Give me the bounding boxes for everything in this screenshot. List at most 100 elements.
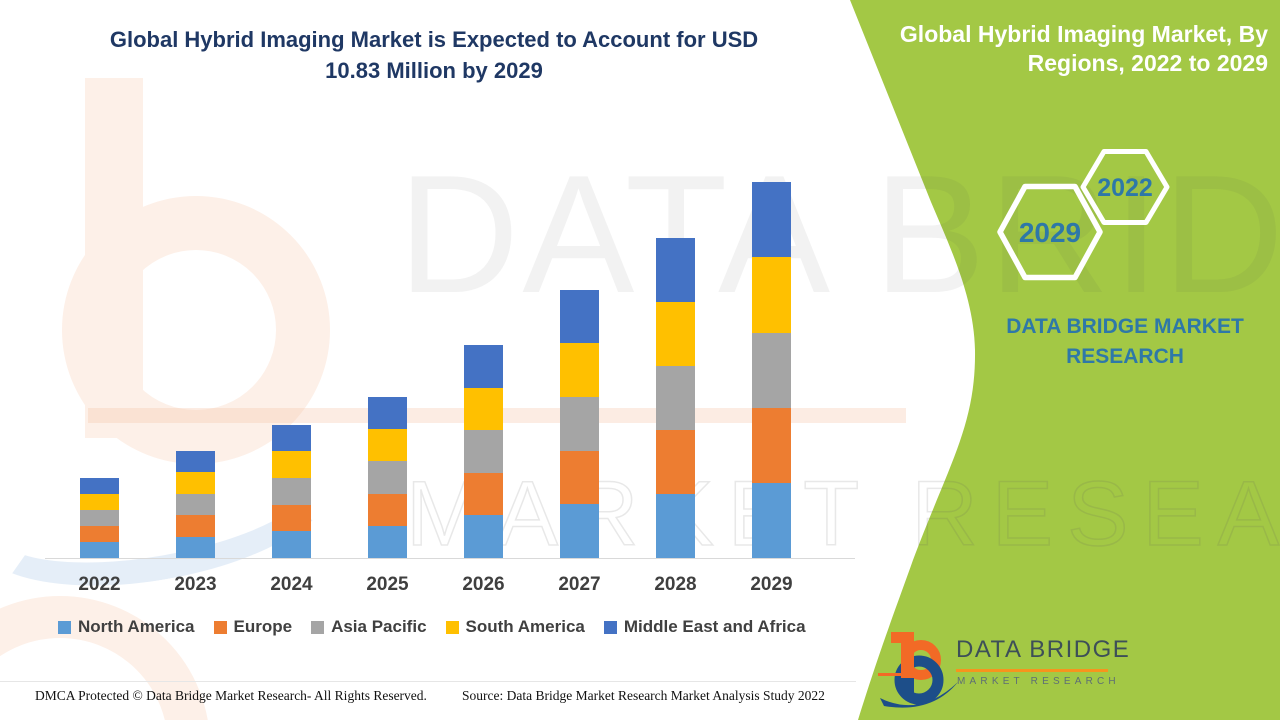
bar-segment xyxy=(80,510,119,527)
side-panel-heading-line2: Regions, 2022 to 2029 xyxy=(1027,50,1268,76)
x-axis-label: 2022 xyxy=(78,574,121,595)
x-axis-label: 2024 xyxy=(270,574,313,595)
watermark-outline-text: MARKET RESEARCH xyxy=(405,463,1280,565)
bar-segment xyxy=(80,526,119,543)
footer-copyright: DMCA Protected © Data Bridge Market Rese… xyxy=(35,688,427,703)
bar-segment xyxy=(80,478,119,495)
bar-segment xyxy=(752,332,791,408)
dbmr-logo-sub: MARKET RESEARCH xyxy=(957,676,1120,687)
bar-2027 xyxy=(560,289,599,558)
bar-segment xyxy=(176,536,215,558)
bar-segment xyxy=(368,461,407,494)
legend-swatch-icon xyxy=(58,620,71,634)
bar-2028 xyxy=(656,237,695,558)
bar-segment xyxy=(560,396,599,451)
page-title-line2: 10.83 Million by 2029 xyxy=(325,58,543,83)
bar-2025 xyxy=(368,396,407,558)
footer-source: Source: Data Bridge Market Research Mark… xyxy=(462,688,825,703)
dbmr-logo: DATA BRIDGE MARKET RESEARCH xyxy=(878,624,1131,716)
legend-label: South America xyxy=(465,617,585,636)
year-hexagon-badges: 2029 2022 xyxy=(997,149,1170,281)
footer-divider xyxy=(0,681,856,682)
bar-segment xyxy=(752,407,791,483)
legend-item: North America xyxy=(58,617,195,637)
bar-segment xyxy=(752,182,791,258)
side-panel-heading: Global Hybrid Imaging Market, By Regions… xyxy=(868,20,1268,78)
x-axis-label: 2028 xyxy=(654,574,697,595)
legend-swatch-icon xyxy=(311,620,325,634)
legend-label: Middle East and Africa xyxy=(623,617,806,636)
bar-segment xyxy=(656,365,695,430)
side-panel-heading-line1: Global Hybrid Imaging Market, By xyxy=(899,21,1268,47)
bar-segment xyxy=(464,472,503,516)
brand-text: DATA BRIDGE MARKET RESEARCH xyxy=(975,312,1275,372)
legend-label: Asia Pacific xyxy=(331,617,427,636)
bar-segment xyxy=(560,504,599,558)
watermark-big-text: DATA BRIDGE xyxy=(398,140,1280,328)
bar-segment xyxy=(80,542,119,558)
bar-2029 xyxy=(752,182,791,558)
bar-segment xyxy=(368,525,407,558)
bar-segment xyxy=(176,472,215,494)
bar-2024 xyxy=(272,424,311,558)
bar-segment xyxy=(752,257,791,333)
bar-segment xyxy=(464,515,503,558)
legend-item: Middle East and Africa xyxy=(603,617,806,637)
brand-text-line1: DATA BRIDGE MARKET xyxy=(1006,315,1244,338)
bar-2022 xyxy=(80,478,119,558)
page-title-line1: Global Hybrid Imaging Market is Expected… xyxy=(109,27,759,52)
dbmr-logo-rule xyxy=(956,669,1108,672)
bar-segment xyxy=(368,493,407,526)
bar-2026 xyxy=(464,345,503,558)
bar-segment xyxy=(176,493,215,516)
bar-segment xyxy=(560,343,599,397)
bar-segment xyxy=(656,493,695,558)
bar-segment xyxy=(272,424,311,452)
x-axis-line xyxy=(45,558,855,559)
x-axis-label: 2026 xyxy=(462,574,505,595)
legend-label: North America xyxy=(78,617,195,636)
bar-segment xyxy=(656,301,695,366)
bar-segment xyxy=(272,504,311,532)
x-axis-label: 2029 xyxy=(750,574,793,595)
legend-item: Europe xyxy=(213,617,293,637)
bar-segment xyxy=(656,237,695,302)
legend-label: Europe xyxy=(233,617,293,636)
hexagon-2022-icon xyxy=(1080,149,1170,225)
x-axis-label: 2025 xyxy=(366,574,409,595)
bar-segment xyxy=(560,450,599,505)
chart-legend: North America Europe Asia Pacific South Ame… xyxy=(58,617,806,637)
chart-bars xyxy=(80,178,795,558)
hexagon-2029-year: 2029 xyxy=(1019,217,1081,248)
bar-2023 xyxy=(176,450,215,558)
bar-segment xyxy=(560,289,599,344)
bar-segment xyxy=(272,478,311,505)
dbmr-logo-icon xyxy=(878,632,958,708)
bar-segment xyxy=(368,429,407,462)
bar-segment xyxy=(80,494,119,511)
bar-segment xyxy=(464,345,503,388)
bar-segment xyxy=(176,450,215,473)
legend-swatch-icon xyxy=(603,620,617,634)
bar-segment xyxy=(272,531,311,558)
x-axis-label: 2027 xyxy=(558,574,601,595)
bar-segment xyxy=(656,429,695,494)
bar-segment xyxy=(752,482,791,558)
bar-segment xyxy=(464,430,503,473)
legend-item: South America xyxy=(445,617,585,637)
x-axis-label: 2023 xyxy=(174,574,217,595)
dbmr-logo-name: DATA BRIDGE xyxy=(956,636,1131,663)
bar-segment xyxy=(368,396,407,430)
legend-swatch-icon xyxy=(213,620,227,634)
bar-segment xyxy=(176,515,215,537)
page-title: Global Hybrid Imaging Market is Expected… xyxy=(63,24,805,86)
hexagon-2029-icon xyxy=(997,183,1103,281)
legend-item: Asia Pacific xyxy=(311,617,427,637)
legend-swatch-icon xyxy=(445,620,459,634)
bar-segment xyxy=(272,451,311,479)
bar-segment xyxy=(464,387,503,431)
hexagon-2022-year: 2022 xyxy=(1097,174,1153,202)
brand-text-line2: RESEARCH xyxy=(1066,345,1184,368)
